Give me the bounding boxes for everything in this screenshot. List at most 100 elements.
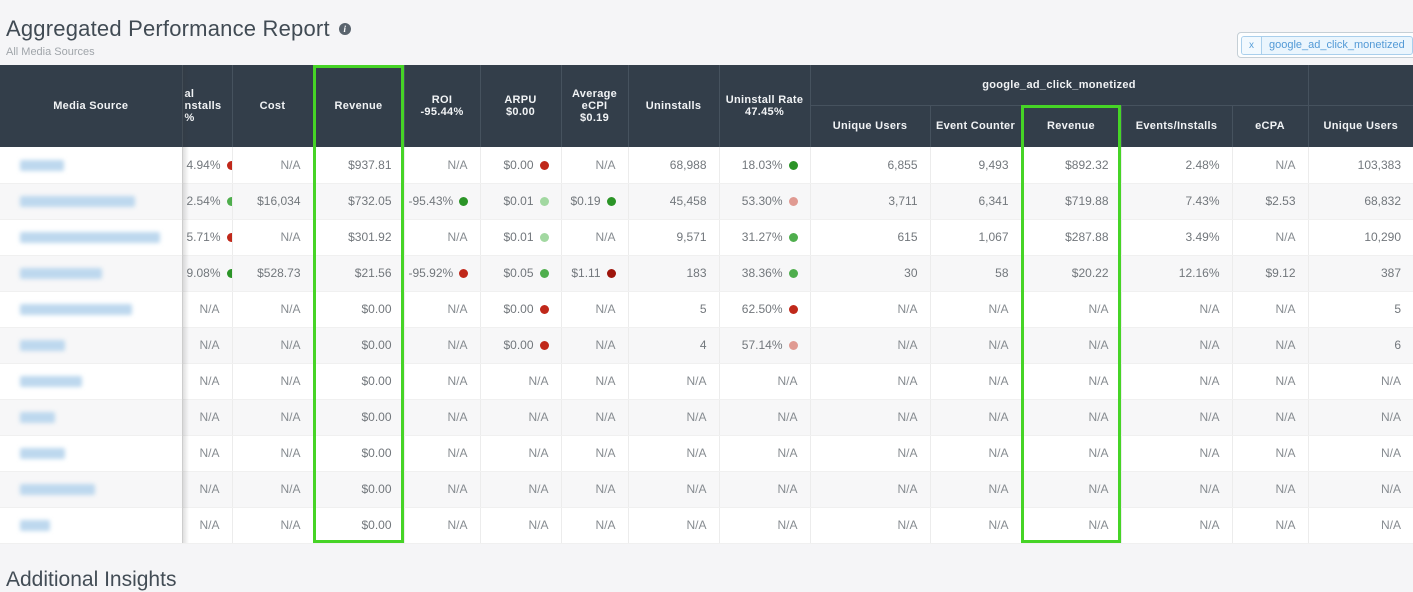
table-cell: N/A: [1308, 471, 1413, 508]
cell-value: N/A: [280, 518, 301, 532]
cell-value: 68,832: [1364, 194, 1402, 208]
trend-dot-icon: [226, 269, 231, 278]
table-cell: N/A: [404, 507, 481, 544]
arpu-total: $0.00: [505, 106, 536, 118]
table-cell: N/A: [232, 507, 314, 544]
column-header-revenue[interactable]: Revenue: [313, 65, 405, 147]
cell-value: N/A: [1199, 374, 1220, 388]
media-source-cell[interactable]: [0, 183, 183, 220]
cell-value: N/A: [595, 230, 616, 244]
filter-chips-input[interactable]: x google_ad_click_monetized x: [1237, 32, 1413, 58]
cell-value: N/A: [1088, 518, 1109, 532]
cell-value: 3,711: [888, 194, 918, 208]
trend-dot-icon: [226, 197, 231, 206]
column-header-unique-users[interactable]: Unique Users: [810, 104, 931, 147]
cell-value: $16,034: [257, 194, 301, 208]
cell-value: N/A: [897, 446, 918, 460]
table-cell: N/A: [561, 219, 629, 256]
cell-value: N/A: [595, 338, 616, 352]
column-header-uninstalls[interactable]: Uninstalls: [628, 65, 720, 147]
info-icon[interactable]: i: [338, 23, 351, 35]
trend-dot-icon: [539, 160, 549, 170]
cell-value: N/A: [595, 518, 616, 532]
table-cell: N/A: [404, 147, 481, 184]
cell-value: N/A: [897, 302, 918, 316]
cell-value: N/A: [988, 482, 1009, 496]
cell-value: 45,458: [669, 194, 707, 208]
cell-value: N/A: [1199, 302, 1220, 316]
cell-value: 4.94%: [186, 157, 221, 172]
table-cell: N/A: [182, 435, 233, 472]
column-header-uninstall-rate[interactable]: Uninstall Rate 47.45%: [719, 65, 811, 147]
redacted-media-source-name: [20, 412, 55, 424]
table-cell: 57.14%: [719, 327, 811, 364]
cell-value: N/A: [447, 482, 468, 496]
cell-value: 30: [904, 266, 918, 280]
column-header-installs-clipped[interactable]: al nstalls %: [182, 65, 233, 147]
table-cell: $0.00: [313, 327, 405, 364]
media-source-cell[interactable]: [0, 435, 183, 472]
column-header-media-source[interactable]: Media Source: [0, 65, 183, 147]
table-cell: N/A: [719, 399, 811, 436]
table-cell: 62.50%: [719, 291, 811, 328]
cell-value: $0.19: [570, 194, 601, 208]
cell-value: N/A: [686, 446, 707, 460]
table-cell: N/A: [1232, 435, 1309, 472]
column-header-arpu[interactable]: ARPU $0.00: [480, 65, 562, 147]
media-source-cell[interactable]: [0, 291, 183, 328]
trend-dot-icon: [788, 197, 798, 206]
cell-value: N/A: [595, 482, 616, 496]
column-header-avg-ecpi[interactable]: Average eCPI $0.19: [561, 65, 629, 147]
table-cell: N/A: [232, 147, 314, 184]
cell-value: $0.00: [361, 338, 392, 352]
column-header-roi[interactable]: ROI -95.44%: [404, 65, 481, 147]
cell-value: 6,855: [887, 157, 918, 172]
cell-value: N/A: [897, 338, 918, 352]
redacted-media-source-name: [20, 160, 64, 172]
media-source-cell[interactable]: [0, 255, 183, 292]
media-source-cell[interactable]: [0, 363, 183, 400]
column-header-unique-users-2[interactable]: Unique Users: [1308, 104, 1413, 147]
cell-value: N/A: [1199, 482, 1220, 496]
media-source-cell[interactable]: [0, 147, 183, 184]
remove-chip-icon[interactable]: x: [1242, 36, 1262, 54]
table-cell: N/A: [561, 147, 629, 184]
table-cell: N/A: [930, 507, 1022, 544]
table-cell: 3,711: [810, 183, 931, 220]
cell-value: -95.43%: [408, 194, 454, 208]
table-cell: N/A: [404, 363, 481, 400]
table-cell: 103,383: [1308, 147, 1413, 184]
table-cell: N/A: [628, 363, 720, 400]
table-cell: N/A: [810, 363, 931, 400]
trend-dot-icon: [606, 269, 616, 278]
table-cell: N/A: [561, 327, 629, 364]
media-source-cell[interactable]: [0, 399, 183, 436]
table-cell: 3.49%: [1121, 219, 1233, 256]
table-cell: N/A: [182, 291, 233, 328]
table-cell: 7.43%: [1121, 183, 1233, 220]
cell-value: 103,383: [1357, 157, 1402, 172]
table-cell: N/A: [1121, 327, 1233, 364]
table-cell: N/A: [182, 363, 233, 400]
table-cell: 68,988: [628, 147, 720, 184]
media-source-cell[interactable]: [0, 219, 183, 256]
column-header-ecpa[interactable]: eCPA: [1232, 104, 1309, 147]
media-source-cell[interactable]: [0, 471, 183, 508]
table-cell: $0.05: [480, 255, 562, 292]
column-header-event-revenue[interactable]: Revenue: [1021, 104, 1122, 147]
media-source-cell[interactable]: [0, 327, 183, 364]
column-header-events-installs[interactable]: Events/Installs: [1121, 104, 1233, 147]
cell-value: N/A: [1088, 338, 1109, 352]
trend-dot-icon: [539, 197, 549, 206]
column-header-event-counter[interactable]: Event Counter: [930, 104, 1022, 147]
cell-value: N/A: [897, 482, 918, 496]
table-cell: $0.00: [313, 363, 405, 400]
cell-value: N/A: [447, 518, 468, 532]
redacted-media-source-name: [20, 232, 160, 244]
table-cell: N/A: [561, 291, 629, 328]
cell-value: N/A: [1275, 446, 1296, 460]
table-cell: -95.43%: [404, 183, 481, 220]
column-header-cost[interactable]: Cost: [232, 65, 314, 147]
media-source-cell[interactable]: [0, 507, 183, 544]
cell-value: $287.88: [1065, 230, 1109, 244]
